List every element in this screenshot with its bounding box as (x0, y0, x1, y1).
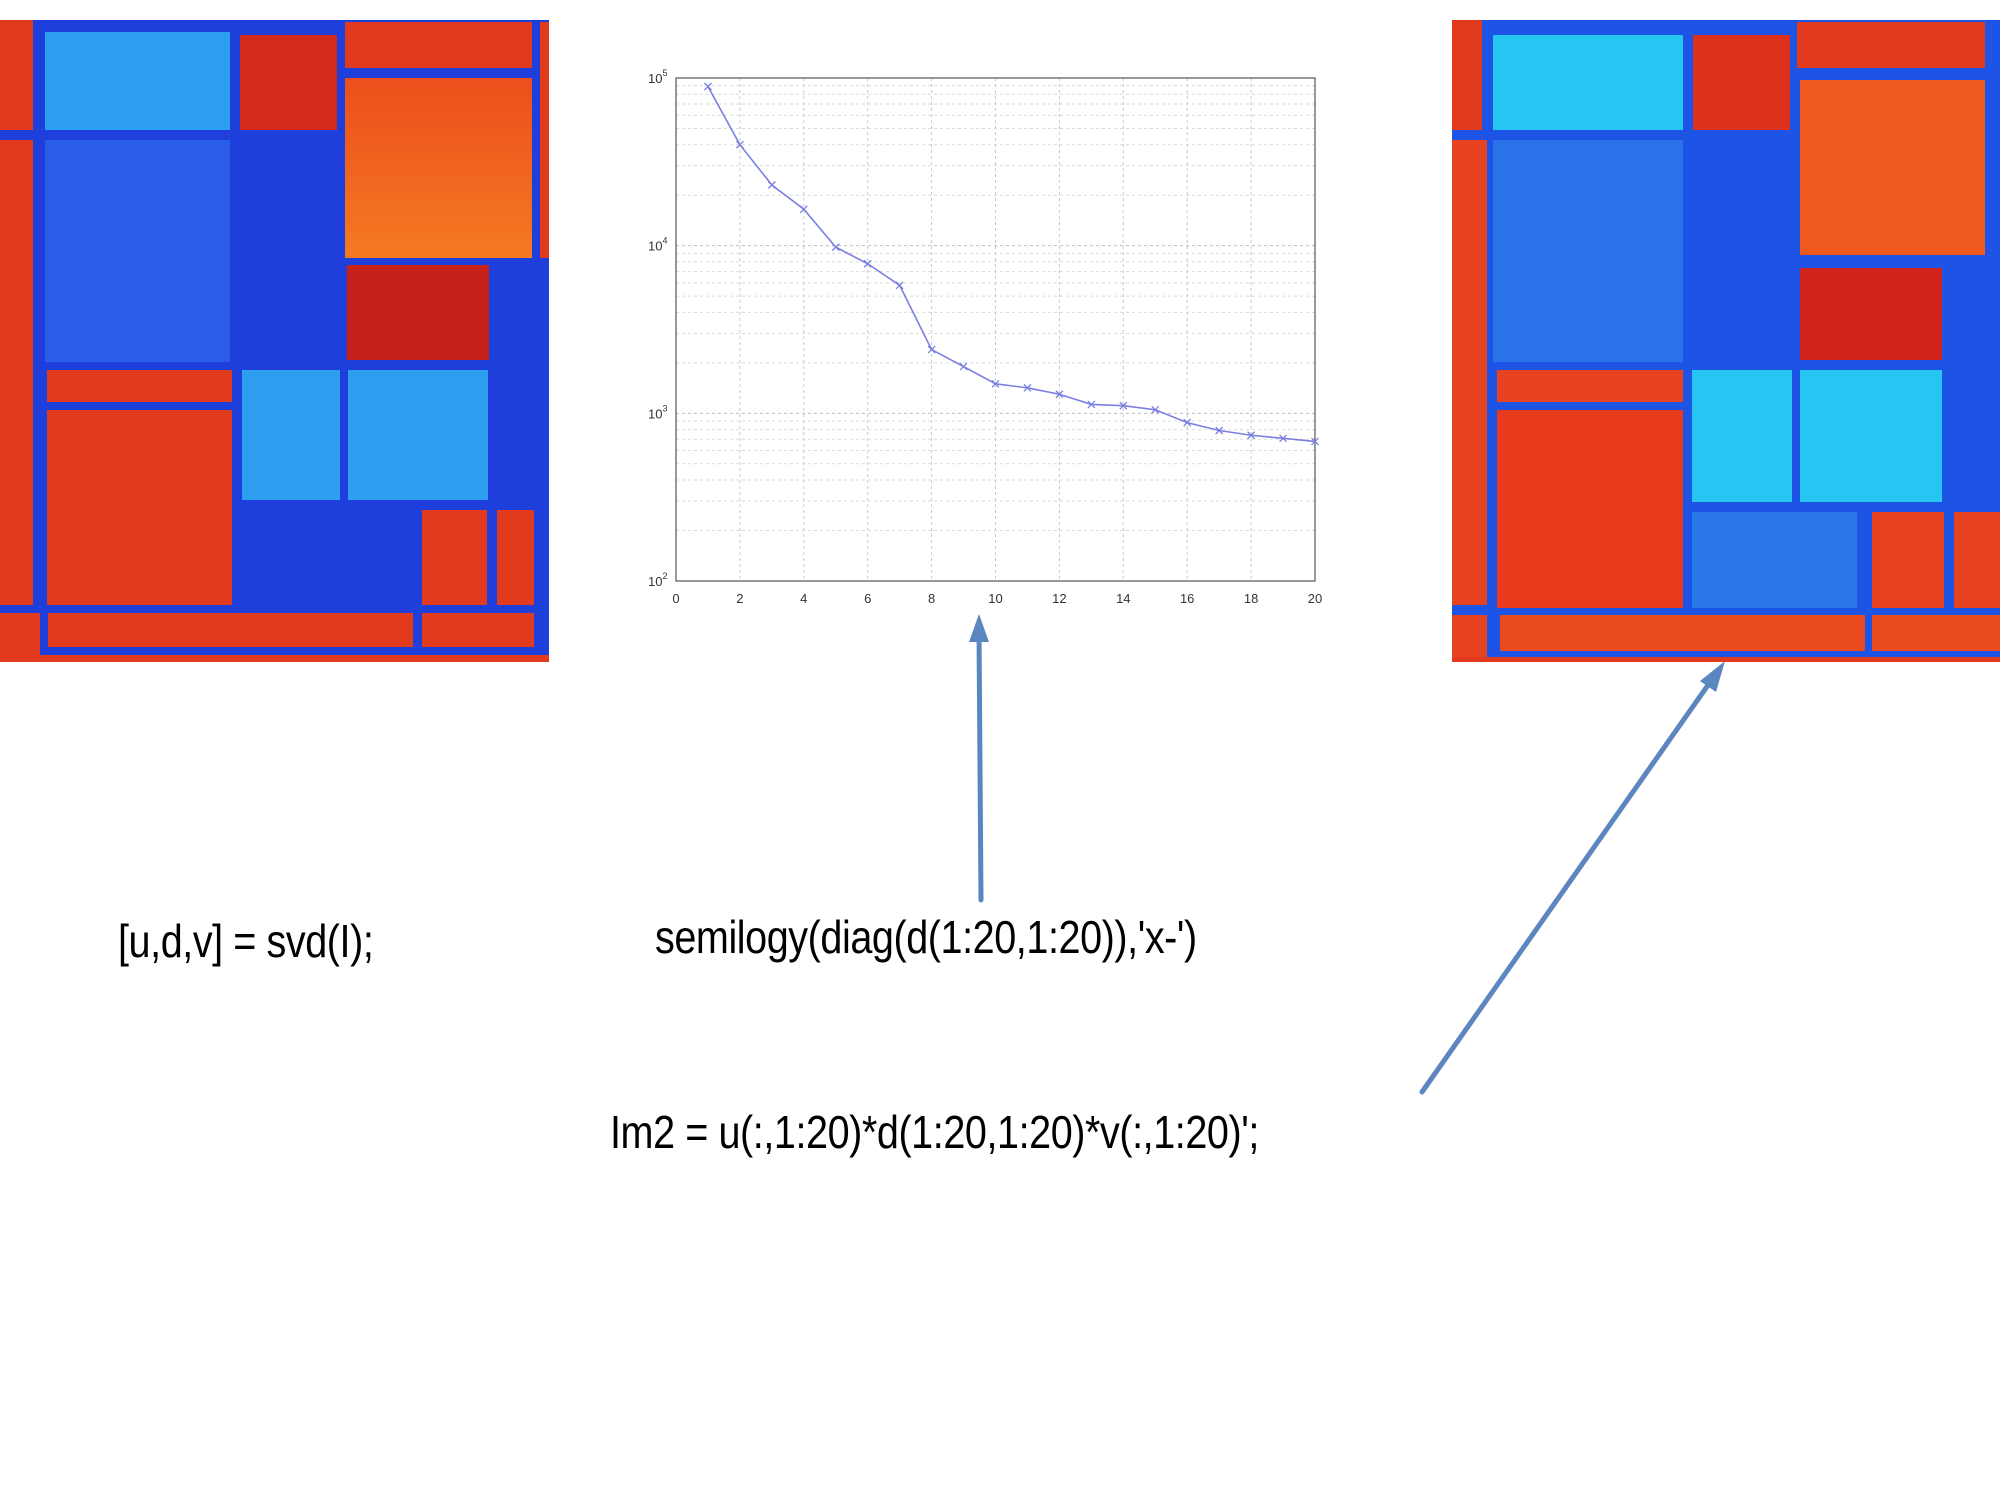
image-block (497, 510, 534, 605)
image-block (1452, 657, 2000, 662)
chart-grid (675, 78, 1316, 582)
x-tick-label: 0 (672, 591, 679, 606)
data-point-marker (1087, 400, 1096, 409)
series-line (707, 86, 1316, 443)
data-point-marker (1311, 437, 1319, 446)
data-point-marker (959, 362, 968, 371)
data-point-marker (799, 205, 808, 214)
x-tick-label: 18 (1244, 591, 1258, 606)
image-block (240, 35, 337, 130)
image-block (0, 20, 33, 130)
image-block (422, 613, 534, 647)
data-point-marker (1279, 434, 1288, 443)
x-tick-label: 12 (1052, 591, 1066, 606)
image-block (345, 78, 532, 258)
image-block (1800, 80, 1985, 255)
image-block (47, 370, 232, 402)
x-tick-label: 8 (928, 591, 935, 606)
data-point-marker (703, 82, 712, 91)
image-block (48, 613, 413, 647)
data-point-marker (991, 379, 1000, 388)
x-tick-label: 2 (736, 591, 743, 606)
image-block (0, 655, 549, 662)
image-block (540, 22, 549, 258)
image-block (47, 410, 232, 605)
data-point-marker (1183, 418, 1192, 427)
rank-20-reconstruction (1452, 20, 2000, 662)
data-point-marker (735, 140, 744, 149)
data-point-marker (1119, 401, 1128, 410)
chart-tick-labels: 0 2 4 6 8 10 12 14 16 18 20 102 103 104 105 (648, 68, 1322, 606)
y-tick-label: 103 (648, 403, 667, 421)
x-tick-label: 20 (1308, 591, 1322, 606)
image-block (1872, 615, 2000, 651)
image-block (345, 22, 532, 68)
plot-area-frame (675, 77, 1316, 582)
image-block (1497, 370, 1683, 402)
arrow-to-chart (969, 614, 989, 903)
image-block (348, 370, 488, 500)
arrow-to-reconstruction (1419, 661, 1725, 1095)
data-point-marker (1247, 431, 1256, 440)
image-block (45, 32, 230, 130)
image-block (347, 265, 489, 360)
data-point-marker (1151, 405, 1160, 414)
data-point-marker (895, 281, 904, 290)
svd-code-line: [u,d,v] = svd(I); (118, 915, 374, 967)
image-block (1954, 512, 2000, 608)
y-tick-label: 105 (648, 68, 667, 86)
data-point-marker (927, 345, 936, 354)
image-block (1693, 35, 1790, 130)
data-point-marker (1023, 383, 1032, 392)
image-block (1692, 370, 1792, 502)
y-tick-label: 104 (648, 236, 667, 254)
reconstruct-code-line: Im2 = u(:,1:20)*d(1:20,1:20)*v(:,1:20)'; (610, 1106, 1259, 1158)
image-block (1493, 140, 1683, 362)
image-block (0, 140, 33, 605)
data-point-marker (767, 181, 776, 189)
image-block (1493, 35, 1683, 130)
x-tick-label: 14 (1116, 591, 1130, 606)
data-point-marker (1055, 390, 1064, 399)
x-tick-label: 6 (864, 591, 871, 606)
image-block (242, 370, 340, 500)
x-tick-label: 16 (1180, 591, 1194, 606)
image-block (45, 140, 230, 362)
data-point-marker (831, 243, 840, 252)
singular-values-chart: 0 2 4 6 8 10 12 14 16 18 20 102 103 104 105 (648, 68, 1322, 606)
data-point-marker (863, 259, 872, 268)
image-block (0, 613, 40, 662)
image-block (1452, 615, 1487, 662)
image-block (1692, 512, 1857, 608)
image-block (422, 510, 487, 605)
image-block (1872, 512, 1944, 608)
original-image (0, 20, 549, 662)
data-point-marker (1215, 426, 1224, 435)
semilogy-code-line: semilogy(diag(d(1:20,1:20)),'x-') (655, 911, 1197, 963)
image-block (1800, 268, 1942, 360)
image-block (1452, 20, 1482, 130)
image-block (1497, 410, 1683, 608)
image-block (1500, 615, 1865, 651)
x-tick-label: 10 (988, 591, 1002, 606)
y-tick-label: 102 (648, 571, 667, 589)
x-tick-label: 4 (800, 591, 807, 606)
image-block (1797, 22, 1985, 68)
image-block (1452, 140, 1487, 605)
chart-series (703, 82, 1319, 446)
image-block (1800, 370, 1942, 502)
